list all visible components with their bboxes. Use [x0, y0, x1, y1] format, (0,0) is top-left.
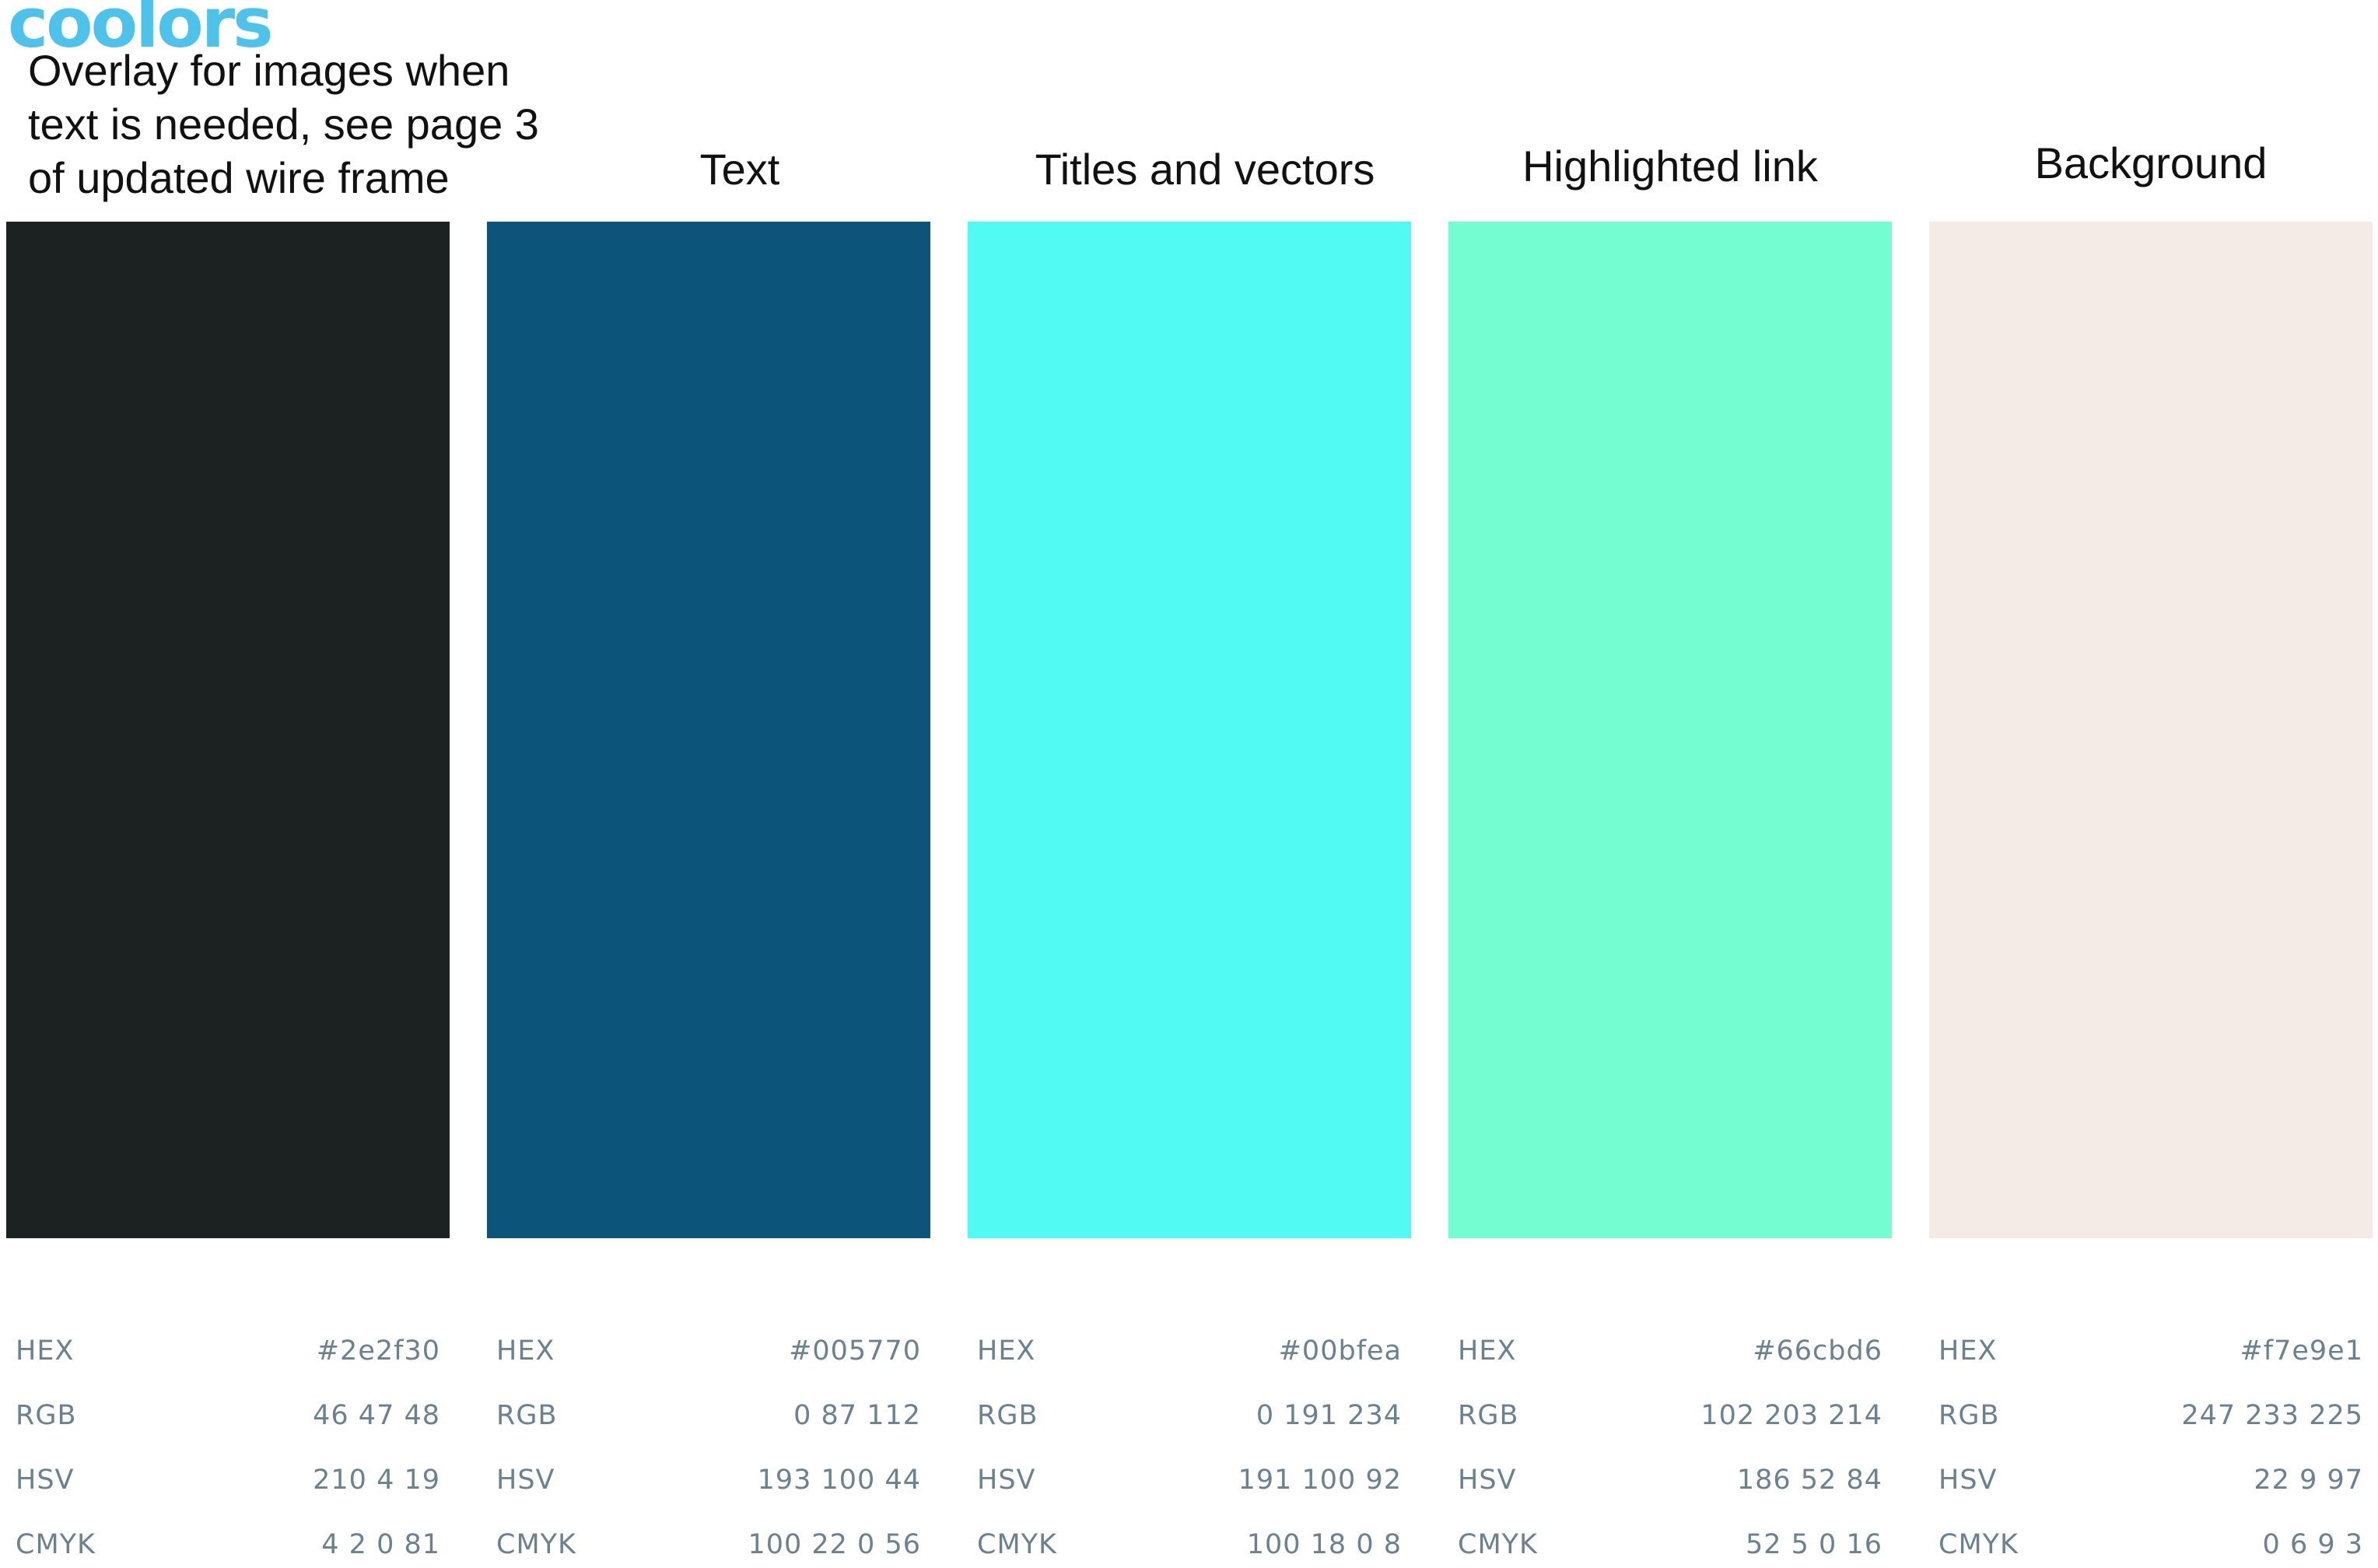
rgb-row: RGB 102 203 214 — [1458, 1400, 1882, 1439]
rgb-row: RGB 0 87 112 — [496, 1400, 921, 1439]
hsv-label: HSV — [1458, 1465, 1517, 1496]
rgb-label: RGB — [496, 1400, 558, 1431]
hex-value[interactable]: #00bfea — [1278, 1335, 1402, 1367]
cmyk-row: CMYK 0 6 9 3 — [1938, 1529, 2363, 1568]
hsv-row: HSV 191 100 92 — [977, 1465, 1402, 1503]
cmyk-row: CMYK 4 2 0 81 — [16, 1529, 440, 1568]
hsv-value[interactable]: 210 4 19 — [313, 1465, 440, 1496]
cmyk-value[interactable]: 52 5 0 16 — [1746, 1529, 1882, 1560]
rgb-value[interactable]: 46 47 48 — [313, 1400, 440, 1431]
hex-value[interactable]: #2e2f30 — [316, 1335, 440, 1367]
color-column-1: HEX #2e2f30 RGB 46 47 48 HSV 210 4 19 CM… — [6, 0, 450, 1560]
color-swatch-1[interactable] — [6, 222, 450, 1238]
rgb-label: RGB — [1938, 1400, 2000, 1431]
rgb-value[interactable]: 102 203 214 — [1700, 1400, 1882, 1431]
cmyk-label: CMYK — [496, 1529, 576, 1560]
cmyk-label: CMYK — [1458, 1529, 1538, 1560]
hex-row: HEX #66cbd6 — [1458, 1335, 1882, 1374]
hex-row: HEX #f7e9e1 — [1938, 1335, 2363, 1374]
column-title-highlighted-link: Highlighted link — [1522, 142, 1818, 191]
hex-label: HEX — [1458, 1335, 1517, 1367]
color-swatch-4[interactable] — [1448, 222, 1892, 1238]
hex-label: HEX — [1938, 1335, 1998, 1367]
rgb-label: RGB — [1458, 1400, 1519, 1431]
color-column-3: Titles and vectors HEX #00bfea RGB 0 191… — [968, 0, 1411, 1560]
cmyk-label: CMYK — [1938, 1529, 2019, 1560]
cmyk-value[interactable]: 4 2 0 81 — [321, 1529, 440, 1560]
hex-label: HEX — [16, 1335, 75, 1367]
rgb-row: RGB 0 191 234 — [977, 1400, 1402, 1439]
color-swatch-5[interactable] — [1929, 222, 2373, 1238]
color-column-2: Text HEX #005770 RGB 0 87 112 HSV 193 10… — [487, 0, 930, 1560]
hex-label: HEX — [977, 1335, 1036, 1367]
hsv-row: HSV 193 100 44 — [496, 1465, 921, 1503]
color-column-5: Background HEX #f7e9e1 RGB 247 233 225 H… — [1929, 0, 2373, 1560]
color-swatch-3[interactable] — [968, 222, 1411, 1238]
cmyk-value[interactable]: 0 6 9 3 — [2262, 1529, 2363, 1560]
rgb-value[interactable]: 0 191 234 — [1256, 1400, 1402, 1431]
coolors-logo: coolors — [8, 0, 273, 63]
cmyk-label: CMYK — [977, 1529, 1057, 1560]
overlay-note: Overlay for images when text is needed, … — [28, 46, 539, 202]
column-title-background: Background — [2034, 138, 2268, 187]
cmyk-value[interactable]: 100 22 0 56 — [748, 1529, 921, 1560]
hex-row: HEX #00bfea — [977, 1335, 1402, 1374]
hex-row: HEX #005770 — [496, 1335, 921, 1374]
hsv-value[interactable]: 191 100 92 — [1238, 1465, 1402, 1496]
cmyk-row: CMYK 100 22 0 56 — [496, 1529, 921, 1568]
cmyk-label: CMYK — [16, 1529, 96, 1560]
hex-value[interactable]: #f7e9e1 — [2240, 1335, 2363, 1367]
rgb-label: RGB — [977, 1400, 1038, 1431]
rgb-row: RGB 46 47 48 — [16, 1400, 440, 1439]
hsv-value[interactable]: 193 100 44 — [757, 1465, 921, 1496]
rgb-row: RGB 247 233 225 — [1938, 1400, 2363, 1439]
hex-row: HEX #2e2f30 — [16, 1335, 440, 1374]
hsv-row: HSV 210 4 19 — [16, 1465, 440, 1503]
cmyk-row: CMYK 52 5 0 16 — [1458, 1529, 1882, 1568]
cmyk-value[interactable]: 100 18 0 8 — [1246, 1529, 1402, 1560]
rgb-value[interactable]: 247 233 225 — [2181, 1400, 2363, 1431]
column-title-text: Text — [699, 145, 780, 194]
rgb-label: RGB — [16, 1400, 77, 1431]
cmyk-row: CMYK 100 18 0 8 — [977, 1529, 1402, 1568]
hsv-label: HSV — [1938, 1465, 1998, 1496]
hsv-label: HSV — [496, 1465, 555, 1496]
hex-value[interactable]: #005770 — [789, 1335, 921, 1367]
hsv-label: HSV — [977, 1465, 1036, 1496]
column-title-titles-and-vectors: Titles and vectors — [1035, 145, 1375, 194]
hex-label: HEX — [496, 1335, 555, 1367]
rgb-value[interactable]: 0 87 112 — [793, 1400, 921, 1431]
hex-value[interactable]: #66cbd6 — [1753, 1335, 1882, 1367]
hsv-row: HSV 186 52 84 — [1458, 1465, 1882, 1503]
hsv-label: HSV — [16, 1465, 75, 1496]
color-swatch-2[interactable] — [487, 222, 930, 1238]
hsv-value[interactable]: 22 9 97 — [2254, 1465, 2363, 1496]
color-column-4: Highlighted link HEX #66cbd6 RGB 102 203… — [1448, 0, 1892, 1560]
hsv-row: HSV 22 9 97 — [1938, 1465, 2363, 1503]
hsv-value[interactable]: 186 52 84 — [1736, 1465, 1882, 1496]
